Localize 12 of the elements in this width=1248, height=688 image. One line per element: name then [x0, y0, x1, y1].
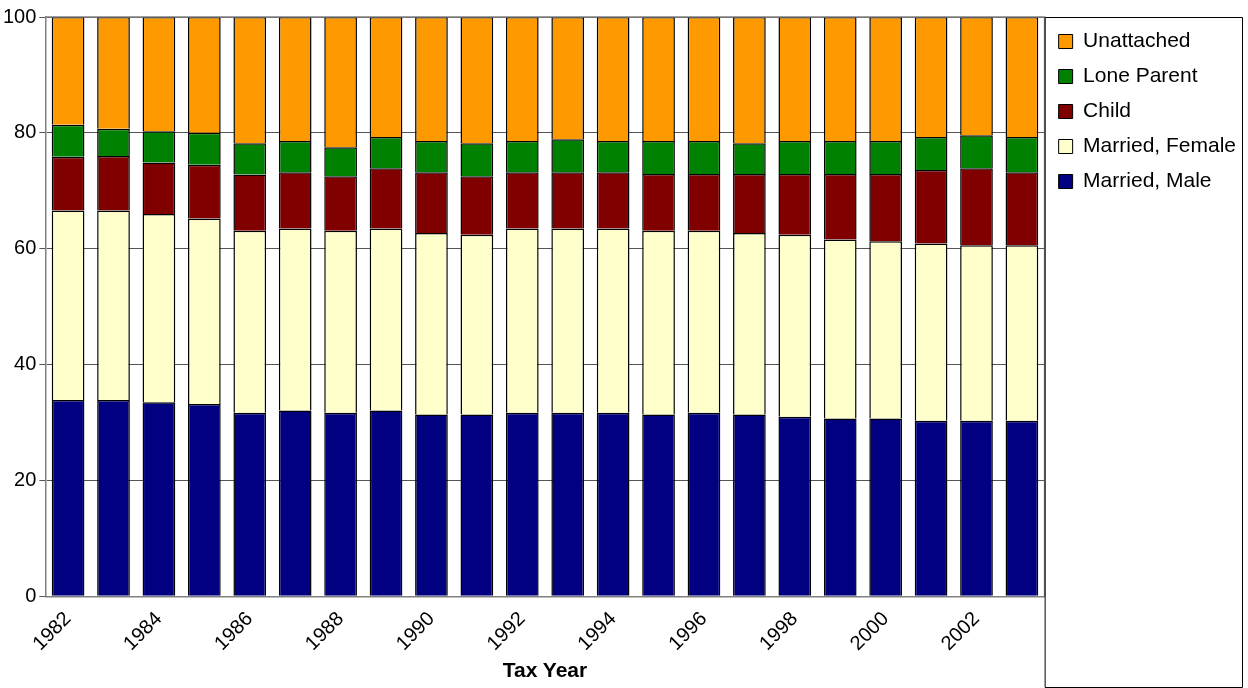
y-tick-label: 80	[14, 120, 37, 143]
legend-label: Married, Female	[1083, 133, 1237, 157]
legend-label: Child	[1083, 98, 1131, 122]
legend-label: Unattached	[1083, 28, 1191, 52]
x-axis-title: Tax Year	[502, 658, 588, 682]
legend-label: Lone Parent	[1083, 63, 1198, 87]
y-tick-label: 100	[2, 4, 37, 27]
legend-label: Married, Male	[1083, 168, 1212, 192]
y-tick-label: 20	[14, 468, 37, 491]
y-tick-label: 0	[25, 583, 37, 606]
y-tick-label: 40	[14, 352, 37, 375]
y-tick-label: 60	[14, 236, 37, 259]
